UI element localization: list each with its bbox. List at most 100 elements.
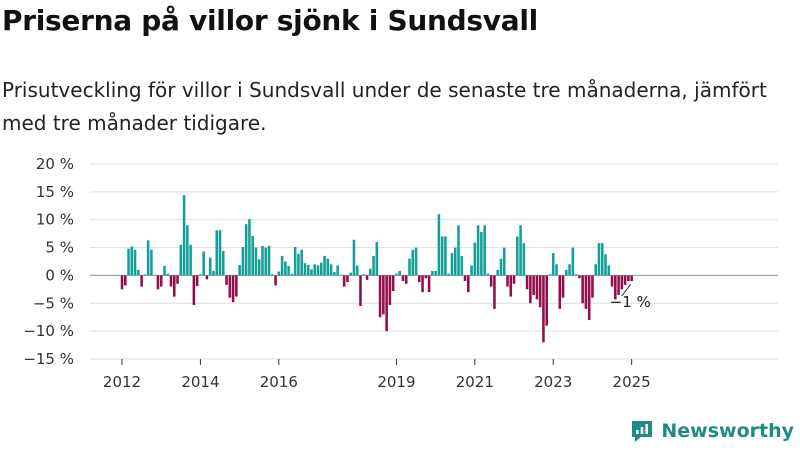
bar (313, 264, 317, 276)
bar (610, 275, 614, 287)
y-tick-label: 0 % (45, 266, 74, 284)
x-tick-label: 2021 (456, 373, 494, 391)
x-tick-label: 2025 (613, 373, 651, 391)
bar (156, 275, 160, 290)
bar (542, 275, 545, 343)
bar (274, 275, 277, 286)
bar (480, 231, 483, 276)
bar (473, 242, 477, 276)
bar (146, 240, 150, 276)
bar (463, 275, 467, 281)
bar (293, 247, 297, 276)
bar (578, 275, 581, 279)
bar (127, 248, 130, 276)
gridlines (90, 163, 778, 360)
bar (434, 270, 437, 276)
bar (336, 265, 339, 276)
bar (329, 264, 333, 276)
bar (257, 259, 261, 276)
bar (186, 225, 189, 276)
bar (212, 270, 215, 276)
bar (427, 275, 431, 293)
y-tick-label: −5 % (33, 294, 74, 312)
bar (617, 275, 620, 295)
bar (271, 274, 274, 276)
bar (431, 270, 434, 276)
bar (493, 275, 496, 309)
newsworthy-logo-icon (632, 421, 653, 442)
bar (627, 275, 630, 281)
y-tick-label: 10 % (36, 211, 74, 229)
bar (382, 275, 385, 315)
bar (532, 275, 535, 295)
bar (444, 236, 447, 276)
bar (519, 225, 522, 276)
bar (221, 250, 225, 276)
bar (600, 243, 604, 276)
bar (267, 245, 271, 276)
bar (137, 269, 140, 276)
bar (529, 275, 532, 304)
bar (359, 275, 362, 307)
bar (597, 243, 601, 276)
bar (261, 245, 264, 276)
bar (623, 275, 627, 285)
bar (254, 247, 258, 276)
bar (555, 264, 558, 276)
bar (591, 275, 594, 298)
bar (404, 275, 408, 284)
bar (470, 265, 473, 276)
bar (365, 275, 369, 280)
bar (535, 275, 539, 300)
annotation-label: −1 % (610, 293, 651, 311)
bar (565, 269, 568, 276)
bar (395, 273, 398, 276)
bar (195, 275, 199, 287)
bar (483, 225, 486, 276)
bar (244, 224, 248, 276)
bar (457, 225, 460, 276)
bar (411, 249, 415, 276)
bar (408, 258, 411, 276)
bar (486, 273, 490, 276)
bar (372, 255, 375, 276)
bar (339, 275, 343, 277)
bar (421, 275, 424, 293)
bar (369, 268, 372, 276)
bar (140, 275, 143, 287)
bar (502, 247, 506, 276)
y-tick-label: 15 % (36, 183, 74, 201)
bar (489, 275, 493, 287)
bar (159, 275, 163, 287)
x-tick-label: 2023 (534, 373, 572, 391)
y-tick-label: 20 % (36, 155, 74, 173)
bar (437, 214, 441, 276)
bar (414, 247, 418, 276)
bar (251, 235, 254, 276)
x-tick-label: 2016 (260, 373, 298, 391)
y-tick-label: 5 % (45, 239, 74, 257)
bar (614, 275, 617, 300)
bar (355, 265, 359, 276)
bar (297, 253, 300, 276)
bar (169, 275, 173, 287)
bar (522, 243, 526, 276)
bar (604, 254, 607, 276)
newsworthy-brand[interactable]: Newsworthy (629, 418, 794, 444)
bar (320, 262, 323, 276)
bar (205, 275, 209, 280)
bar (215, 230, 219, 276)
bar (182, 195, 186, 276)
bar (163, 265, 166, 276)
bar (199, 274, 202, 276)
bar (241, 247, 245, 276)
bar (568, 264, 571, 276)
bar (150, 249, 153, 276)
bar (310, 269, 313, 276)
bar (303, 263, 307, 276)
bar (509, 275, 513, 297)
bar (179, 244, 183, 276)
bar (391, 275, 395, 292)
bar (176, 275, 179, 284)
x-axis: 2012 2014 2016 2019 2021 2023 2025 (103, 359, 651, 391)
